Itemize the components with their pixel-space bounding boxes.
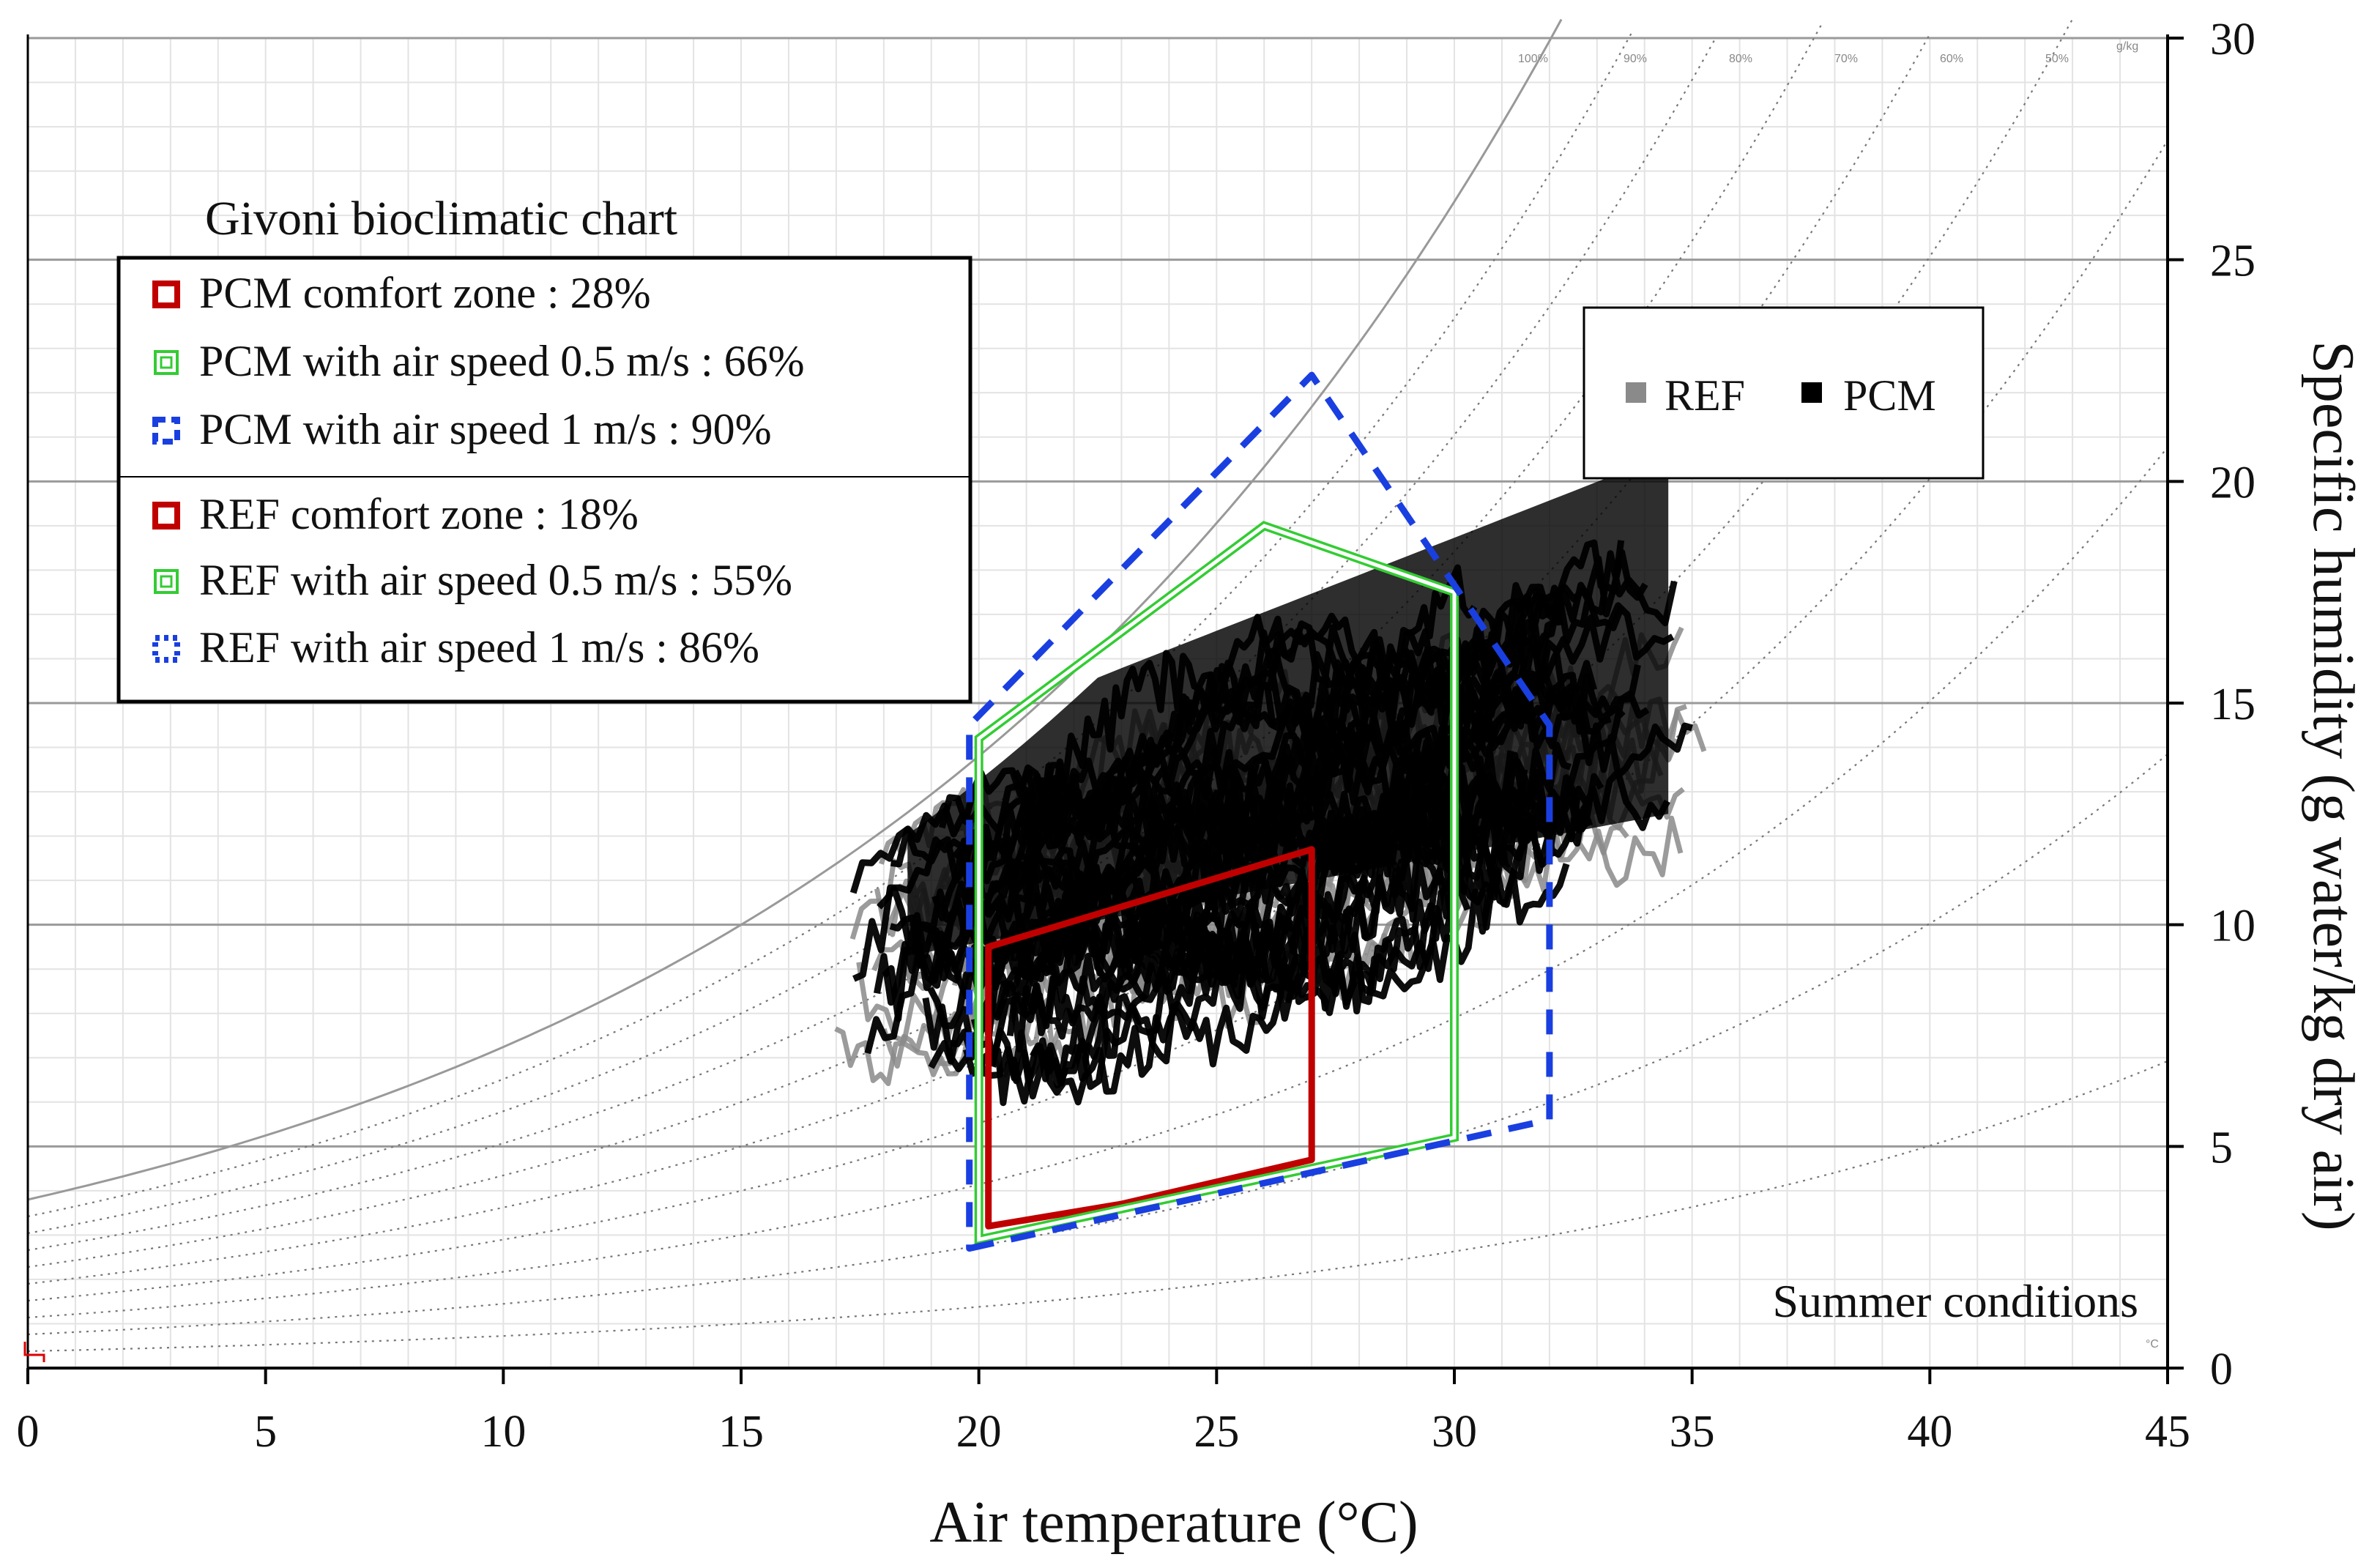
inner-unit-y: g/kg [2116, 40, 2138, 53]
zone-legend: PCM comfort zone : 28% PCM with air speed… [116, 256, 972, 704]
rh-curve [27, 18, 2074, 1285]
x-tick-label: 40 [1907, 1407, 1952, 1457]
legend-swatch-pcm [1801, 382, 1822, 403]
origin-marker [23, 1342, 45, 1362]
rh-curve-label: 80% [1729, 53, 1752, 65]
rh-curve [27, 30, 1634, 1218]
rh-curve [27, 18, 1563, 1201]
legend-swatch-zone [152, 502, 180, 530]
legend-swatch-zone [152, 635, 180, 663]
series-legend-frame [1582, 306, 1985, 480]
inner-unit-x: °C [2146, 1338, 2159, 1350]
zone-outline [966, 371, 1553, 1252]
rh-curve-label: 70% [1834, 53, 1858, 65]
legend-label-zone: PCM with air speed 0.5 m/s : 66% [199, 337, 805, 385]
series-legend: REF PCM [1582, 306, 1985, 480]
rh-curve-label: 60% [1940, 53, 1963, 65]
legend-swatch-zone [152, 417, 180, 445]
rh-curve [27, 140, 2168, 1302]
legend-swatch-zone [152, 280, 180, 308]
x-tick-labels: 0 5 10 15 20 25 30 35 40 45 [17, 1407, 2191, 1457]
legend-label-ref: REF [1665, 371, 1745, 420]
legend-label-zone: REF comfort zone : 18% [199, 490, 639, 538]
x-axis-title: Air temperature (°C) [929, 1490, 1418, 1555]
rh-curve [27, 1060, 2168, 1353]
x-tick-label: 30 [1432, 1407, 1477, 1457]
x-tick-label: 5 [254, 1407, 277, 1457]
rh-curve [27, 753, 2168, 1336]
legend-swatch-zone-inner [160, 356, 173, 369]
y-axis-title: Specific humidity (g water/kg dry air) [2301, 341, 2358, 1230]
y-tick-label: 0 [2210, 1345, 2233, 1394]
y-tick-label: 15 [2210, 680, 2255, 729]
data-trace-pcm [962, 860, 1570, 1077]
data-trace-pcm [950, 800, 1592, 1106]
rh-curve-label: 100% [1518, 53, 1548, 65]
zone-legend-frame [116, 256, 972, 704]
legend-swatch-zone [154, 569, 179, 594]
legend-label-zone: PCM comfort zone : 28% [199, 269, 651, 317]
rh-curve [27, 447, 2168, 1319]
y-tick-label: 10 [2210, 902, 2255, 951]
x-tick-label: 35 [1670, 1407, 1715, 1457]
comfort-zones [966, 371, 1553, 1252]
axes [26, 34, 2184, 1384]
data-cloud-pcm-core [907, 453, 1669, 956]
x-tick-label: 10 [480, 1407, 526, 1457]
x-tick-label: 20 [956, 1407, 1002, 1457]
rh-curve-label: 50% [2045, 53, 2069, 65]
y-tick-labels: 0 5 10 15 20 25 30 [2210, 15, 2255, 1394]
y-tick-label: 5 [2210, 1123, 2233, 1173]
legend-swatch-zone-inner [160, 575, 173, 588]
rh-curve-labels: 100% 90% 80% 70% 60% 50% [1518, 53, 2069, 65]
summer-conditions-label: Summer conditions [1772, 1275, 2138, 1327]
rh-curve-label: 90% [1624, 53, 1647, 65]
y-tick-label: 20 [2210, 458, 2255, 508]
y-tick-label: 25 [2210, 237, 2255, 286]
x-tick-label: 0 [17, 1407, 40, 1457]
legend-label-zone: REF with air speed 0.5 m/s : 55% [199, 556, 792, 604]
x-tick-label: 25 [1194, 1407, 1239, 1457]
y-tick-label: 30 [2210, 15, 2255, 64]
legend-label-zone: PCM with air speed 1 m/s : 90% [199, 405, 772, 453]
chart-title: Givoni bioclimatic chart [205, 192, 677, 245]
zone-outline-gap [977, 524, 1457, 1242]
legend-swatch-zone [154, 350, 179, 375]
zone-outline [985, 846, 1315, 1230]
legend-label-pcm: PCM [1843, 371, 1936, 420]
legend-label-zone: REF with air speed 1 m/s : 86% [199, 623, 759, 672]
data-trace-pcm [989, 863, 1471, 1107]
x-tick-label: 15 [718, 1407, 764, 1457]
legend-swatch-ref [1626, 382, 1646, 403]
x-tick-label: 45 [2145, 1407, 2190, 1457]
